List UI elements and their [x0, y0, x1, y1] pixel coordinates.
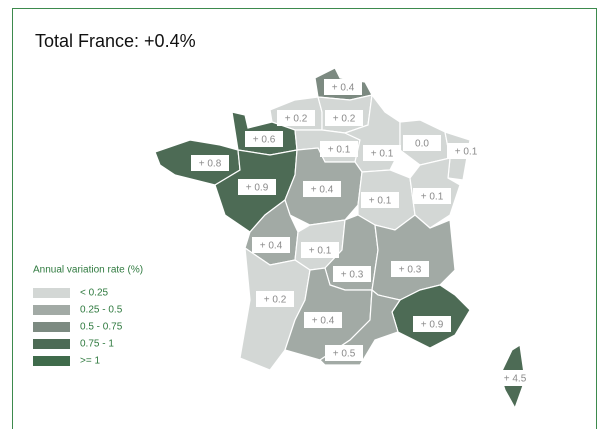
label-box	[324, 79, 362, 95]
region-label: + 0.9	[421, 320, 444, 331]
label-box	[413, 188, 451, 204]
label-box	[301, 242, 339, 258]
label-box	[245, 131, 283, 147]
legend: < 0.25 0.25 - 0.5 0.5 - 0.75 0.75 - 1 >= 1	[33, 288, 123, 367]
region	[319, 288, 401, 366]
legend-label: >= 1	[80, 356, 100, 367]
region-label: + 0.5	[333, 349, 356, 360]
region-label: + 0.1	[421, 192, 444, 203]
region-label: + 0.3	[341, 270, 364, 281]
legend-swatch	[33, 322, 70, 332]
label-box	[320, 141, 358, 157]
legend-label: 0.25 - 0.5	[80, 305, 123, 316]
region-label: + 0.4	[311, 185, 334, 196]
region-label: + 0.6	[253, 135, 276, 146]
frame	[12, 8, 597, 429]
region-label: + 0.1	[369, 196, 392, 207]
legend-swatch	[33, 305, 70, 315]
region-label: + 4.5	[504, 374, 527, 385]
label-box	[303, 181, 341, 197]
label-box	[256, 291, 294, 307]
region-label: + 0.4	[332, 83, 355, 94]
region-label: 0.0	[415, 139, 429, 150]
region-label: + 0.1	[455, 147, 478, 158]
region-label: + 0.1	[328, 145, 351, 156]
label-box	[496, 370, 534, 386]
legend-label: 0.5 - 0.75	[80, 322, 123, 333]
label-box	[325, 345, 363, 361]
label-box	[447, 143, 485, 159]
label-box	[252, 237, 290, 253]
label-box	[277, 110, 315, 126]
region-labels: + 0.4 + 0.2 + 0.2 + 0.6 + 0.1 + 0.1 0.0 + 0.1 + …	[191, 79, 534, 386]
label-box	[413, 316, 451, 332]
map	[154, 67, 526, 410]
label-box	[363, 145, 401, 161]
region-label: + 0.2	[333, 114, 356, 125]
region-label: + 0.1	[371, 149, 394, 160]
region-label: + 0.3	[399, 265, 422, 276]
label-box	[403, 135, 441, 151]
region-label: + 0.9	[246, 183, 269, 194]
legend-swatch	[33, 288, 70, 298]
legend-swatch	[33, 339, 70, 349]
region-label: + 0.4	[260, 241, 283, 252]
region-label: + 0.2	[285, 114, 308, 125]
legend-title: Annual variation rate (%)	[33, 265, 143, 276]
label-box	[238, 179, 276, 195]
label-box	[304, 312, 342, 328]
region-label: + 0.2	[264, 295, 287, 306]
region-label: + 0.1	[309, 246, 332, 257]
region-label: + 0.8	[199, 159, 222, 170]
legend-label: < 0.25	[80, 288, 109, 299]
label-box	[325, 110, 363, 126]
region-label: + 0.4	[312, 316, 335, 327]
title: Total France: +0.4%	[35, 31, 196, 51]
label-box	[333, 266, 371, 282]
legend-swatch	[33, 356, 70, 366]
label-box	[361, 192, 399, 208]
label-box	[191, 155, 229, 171]
label-box	[391, 261, 429, 277]
legend-label: 0.75 - 1	[80, 339, 114, 350]
